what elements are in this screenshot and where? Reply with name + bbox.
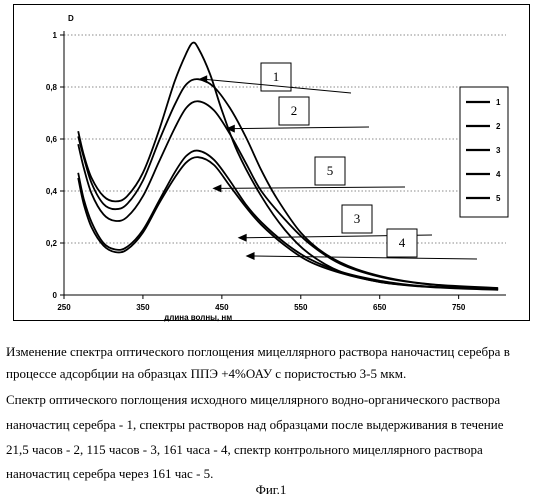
legend-label-1: 1 — [496, 98, 501, 107]
caption-line-3: Спектр оптического поглощения исходного … — [6, 392, 500, 408]
legend-label-2: 2 — [496, 122, 501, 131]
x-axis-title: длина волны, нм — [164, 313, 232, 322]
x-tick-label-5: 750 — [452, 303, 466, 312]
legend-label-5: 5 — [496, 194, 501, 203]
callout-arrowhead-5 — [212, 184, 221, 192]
callout-label-1: 1 — [273, 69, 280, 84]
y-tick-label-5: 1 — [53, 31, 58, 40]
callout-arrow-line-2 — [232, 127, 369, 129]
callout-label-3: 3 — [354, 211, 361, 226]
x-tick-label-4: 650 — [373, 303, 387, 312]
caption-line-2: процессе адсорбции на образцах ППЭ +4%ОА… — [6, 366, 406, 382]
caption-line-1: Изменение спектра оптического поглощения… — [6, 344, 510, 360]
legend-label-3: 3 — [496, 146, 501, 155]
callout-arrow-line-5 — [218, 187, 405, 188]
callout-label-2: 2 — [291, 103, 298, 118]
caption-line-6: наночастиц серебра через 161 час - 5. — [6, 466, 213, 482]
x-tick-label-2: 450 — [215, 303, 229, 312]
callout-arrow-line-4 — [252, 256, 477, 259]
callout-label-5: 5 — [327, 163, 334, 178]
callout-arrowhead-1 — [198, 75, 207, 83]
y-tick-label-0: 0 — [53, 291, 58, 300]
x-tick-label-0: 250 — [57, 303, 71, 312]
callout-arrowhead-3 — [238, 234, 247, 242]
y-tick-label-2: 0,4 — [46, 187, 58, 196]
callout-label-4: 4 — [399, 235, 406, 250]
series-line-5 — [78, 101, 498, 288]
callout-arrowhead-4 — [246, 252, 255, 260]
y-tick-label-4: 0,8 — [46, 83, 58, 92]
figure-label: Фиг.1 — [0, 482, 542, 498]
legend-label-4: 4 — [496, 170, 501, 179]
chart-svg: 0 0,2 0,4 0,6 0,8 1 250 350 450 550 650 750 Dдлина в… — [14, 5, 531, 322]
y-axis-title: D — [68, 14, 74, 23]
caption-line-5: 21,5 часов - 2, 115 часов - 3, 161 часа … — [6, 442, 483, 458]
x-tick-label-1: 350 — [136, 303, 150, 312]
y-tick-label-1: 0,2 — [46, 239, 58, 248]
y-tick-label-3: 0,6 — [46, 135, 58, 144]
series-line-3 — [78, 151, 498, 290]
chart-frame: 0 0,2 0,4 0,6 0,8 1 250 350 450 550 650 750 Dдлина в… — [13, 4, 530, 321]
caption-line-4: наночастиц серебра - 1, спектры растворо… — [6, 417, 504, 433]
x-tick-label-3: 550 — [294, 303, 308, 312]
